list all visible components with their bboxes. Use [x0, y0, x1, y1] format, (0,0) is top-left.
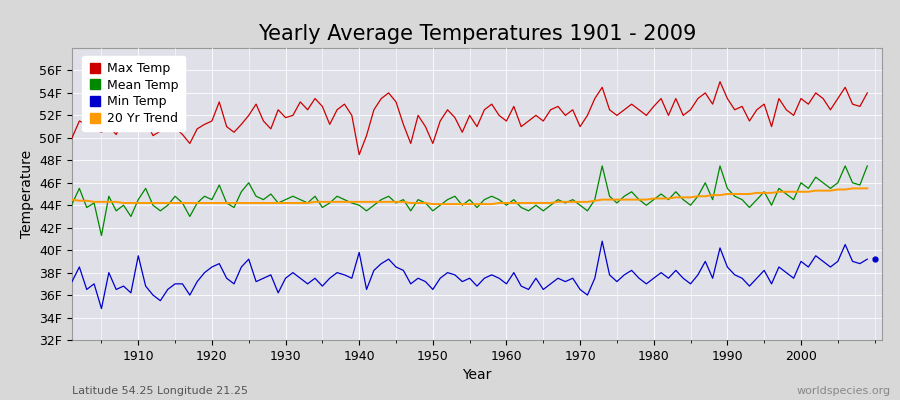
Legend: Max Temp, Mean Temp, Min Temp, 20 Yr Trend: Max Temp, Mean Temp, Min Temp, 20 Yr Tre… [82, 56, 185, 132]
Text: Latitude 54.25 Longitude 21.25: Latitude 54.25 Longitude 21.25 [72, 386, 248, 396]
Title: Yearly Average Temperatures 1901 - 2009: Yearly Average Temperatures 1901 - 2009 [257, 24, 697, 44]
X-axis label: Year: Year [463, 368, 491, 382]
Y-axis label: Temperature: Temperature [20, 150, 33, 238]
Text: worldspecies.org: worldspecies.org [796, 386, 891, 396]
